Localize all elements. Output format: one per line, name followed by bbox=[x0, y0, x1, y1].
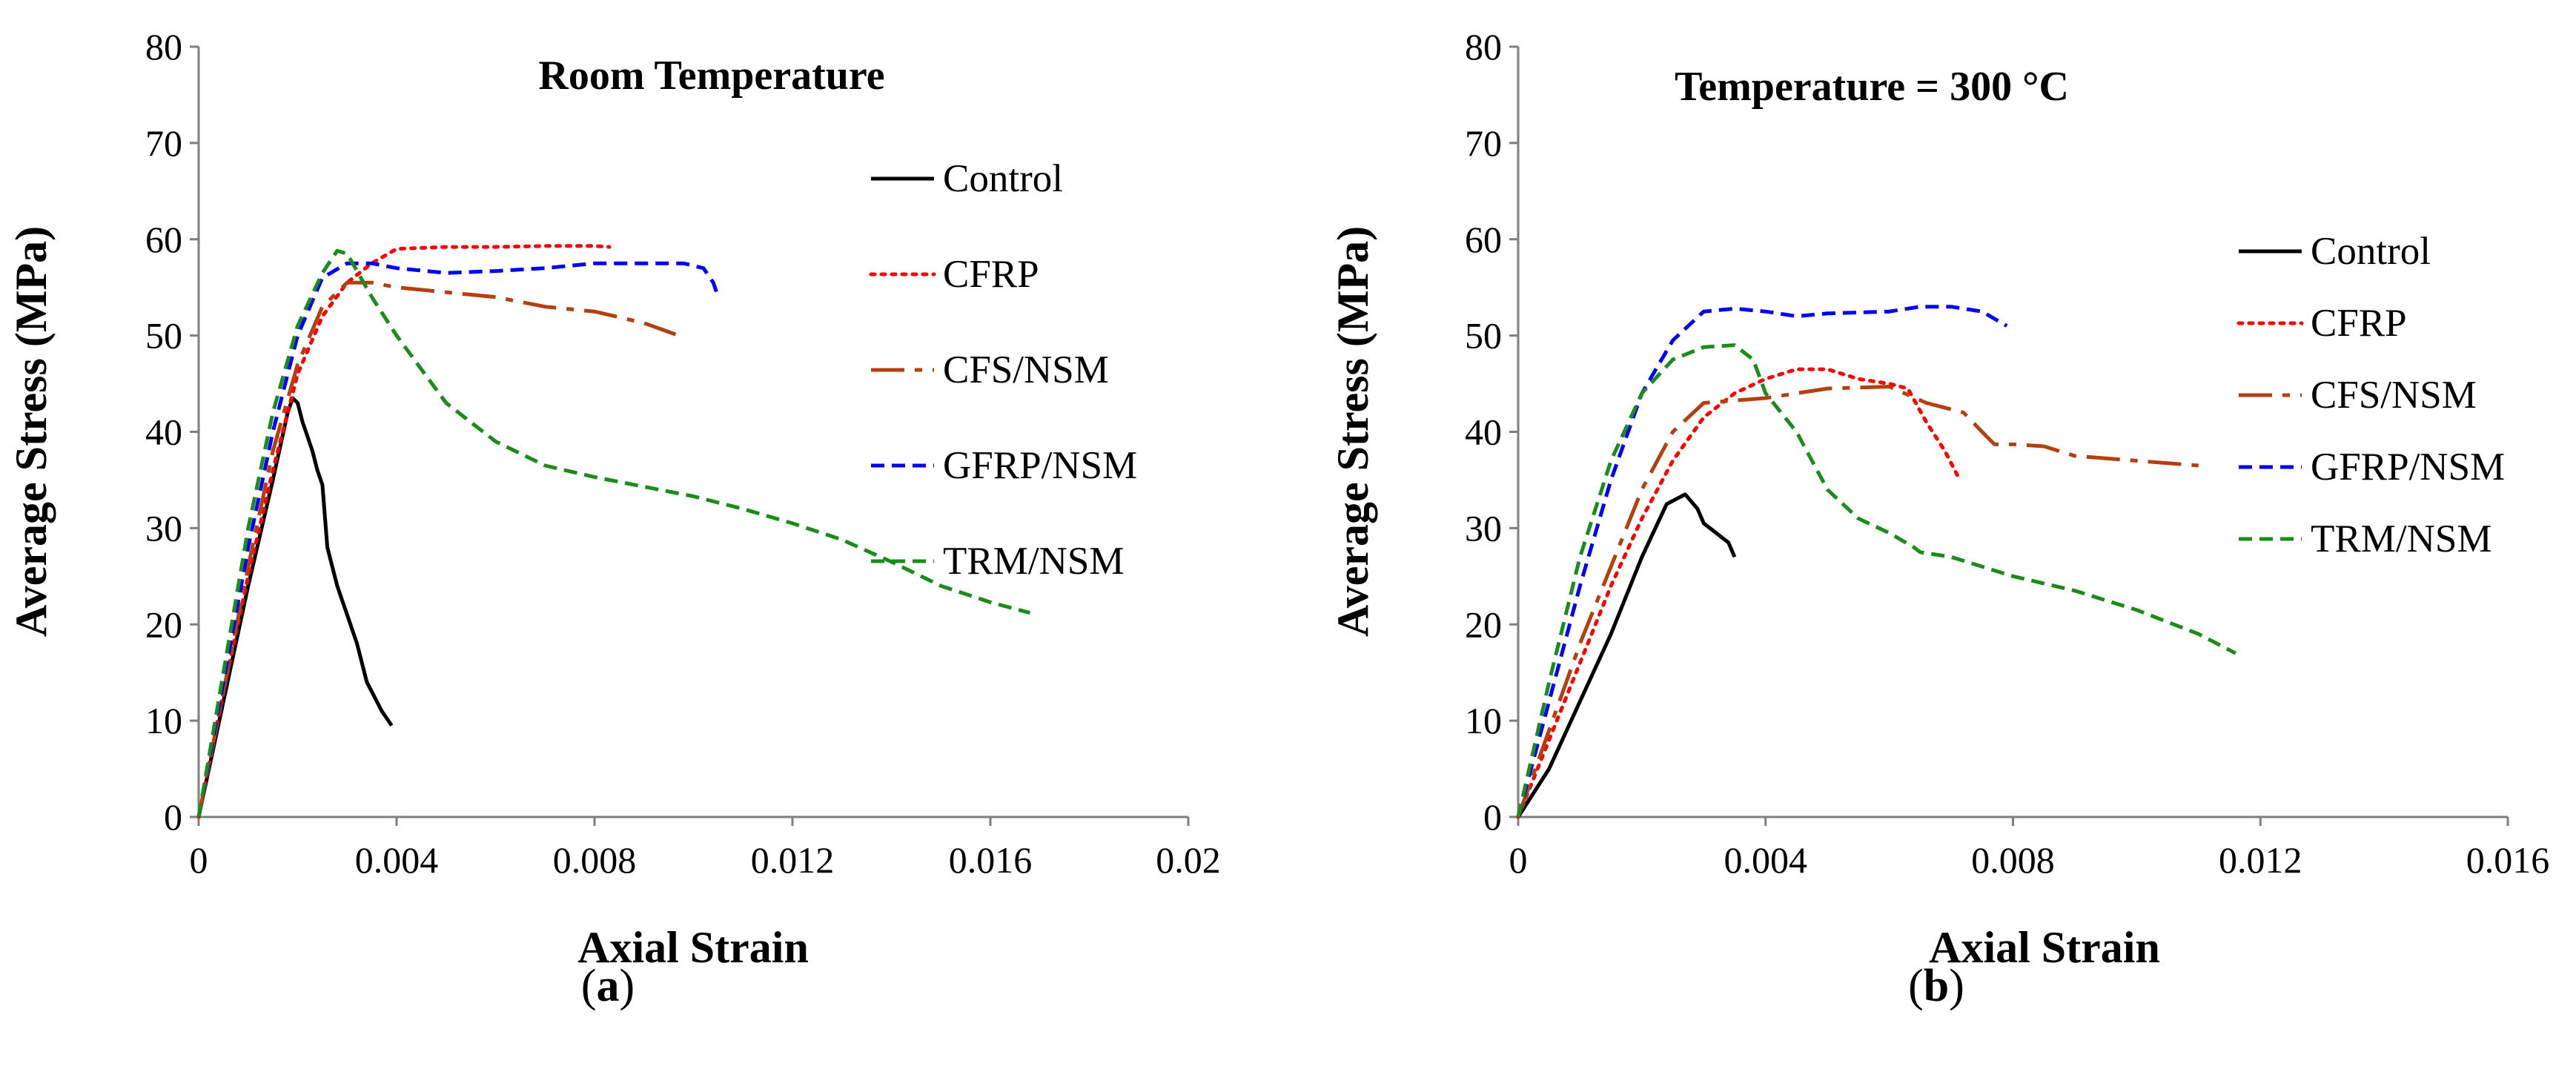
y-tick-label: 20 bbox=[1465, 603, 1502, 645]
y-tick-label: 70 bbox=[145, 122, 182, 164]
x-tick-label: 0.02 bbox=[1156, 839, 1221, 881]
legend-label: CFS/NSM bbox=[2311, 374, 2477, 417]
legend-label: CFRP bbox=[943, 253, 1039, 296]
y-tick-label: 10 bbox=[1465, 700, 1502, 741]
legend-label: CFRP bbox=[2311, 302, 2407, 345]
x-tick-label: 0 bbox=[1509, 839, 1528, 881]
y-tick-label: 60 bbox=[145, 219, 182, 260]
panel-label-letter: a bbox=[597, 961, 620, 1011]
legend-label: CFS/NSM bbox=[943, 348, 1109, 391]
series-line-cfrp bbox=[196, 244, 612, 819]
x-tick-label: 0.012 bbox=[751, 839, 835, 881]
legend-label: Control bbox=[2311, 230, 2431, 273]
y-tick-label: 50 bbox=[1465, 315, 1502, 357]
y-axis-title: Average Stress (MPa) bbox=[1328, 226, 1377, 637]
series-line-trm-nsm bbox=[196, 248, 1031, 818]
series-line-gfrp-nsm bbox=[196, 261, 721, 818]
series-line-control bbox=[1516, 492, 1737, 818]
legend-label: TRM/NSM bbox=[943, 540, 1124, 583]
y-axis-title: Average Stress (MPa) bbox=[7, 226, 56, 637]
y-tick-label: 40 bbox=[145, 411, 182, 453]
panel-b: 0 10 20 30 40 50 60 70 80 0 0.004 0.008 0.012 0.016 Te… bbox=[1328, 26, 2549, 1011]
panel-label: (b) bbox=[1908, 961, 1964, 1011]
legend-label: Control bbox=[943, 157, 1063, 200]
x-tick-label: 0.008 bbox=[1971, 839, 2055, 881]
series-line-cfs-nsm bbox=[1516, 385, 2199, 818]
y-tick-label: 80 bbox=[1465, 26, 1502, 67]
x-tick-label: 0.016 bbox=[2466, 839, 2550, 881]
series-line-cfs-nsm bbox=[196, 280, 680, 818]
x-tick-label: 0.004 bbox=[355, 839, 439, 881]
y-tick-label: 0 bbox=[164, 796, 182, 838]
y-tick-label: 30 bbox=[1465, 507, 1502, 549]
series-line-trm-nsm bbox=[1516, 343, 2237, 818]
x-axis-title: Axial Strain bbox=[1929, 923, 2160, 972]
panel-label-letter: b bbox=[1924, 961, 1949, 1011]
panel-label: (a) bbox=[581, 961, 635, 1011]
panel-a: 0 10 20 30 40 50 60 70 80 0 0.004 0.008 0.012 0.016 0.… bbox=[7, 26, 1221, 1011]
x-tick-label: 0.016 bbox=[949, 839, 1033, 881]
y-tick-label: 70 bbox=[1465, 122, 1502, 164]
y-tick-label: 50 bbox=[145, 315, 182, 357]
x-axis-title: Axial Strain bbox=[577, 923, 809, 972]
y-tick-label: 0 bbox=[1483, 796, 1502, 838]
y-tick-label: 60 bbox=[1465, 219, 1502, 260]
legend-label: TRM/NSM bbox=[2311, 517, 2491, 560]
series-line-control bbox=[196, 396, 394, 818]
series-line-cfrp bbox=[1516, 367, 1959, 819]
y-tick-label: 10 bbox=[145, 700, 182, 741]
chart-title: Temperature = 300 °C bbox=[1675, 64, 2069, 110]
x-tick-label: 0.004 bbox=[1724, 839, 1808, 881]
y-tick-label: 30 bbox=[145, 507, 182, 549]
chart-title: Room Temperature bbox=[538, 53, 884, 99]
series-line-gfrp-nsm bbox=[1516, 305, 2008, 818]
x-tick-label: 0.008 bbox=[553, 839, 637, 881]
x-tick-label: 0.012 bbox=[2219, 839, 2302, 881]
y-tick-label: 40 bbox=[1465, 411, 1502, 453]
x-tick-label: 0 bbox=[190, 839, 208, 881]
y-tick-label: 80 bbox=[145, 26, 182, 67]
legend-label: GFRP/NSM bbox=[943, 444, 1137, 487]
legend-label: GFRP/NSM bbox=[2311, 446, 2505, 489]
y-tick-label: 20 bbox=[145, 603, 182, 645]
